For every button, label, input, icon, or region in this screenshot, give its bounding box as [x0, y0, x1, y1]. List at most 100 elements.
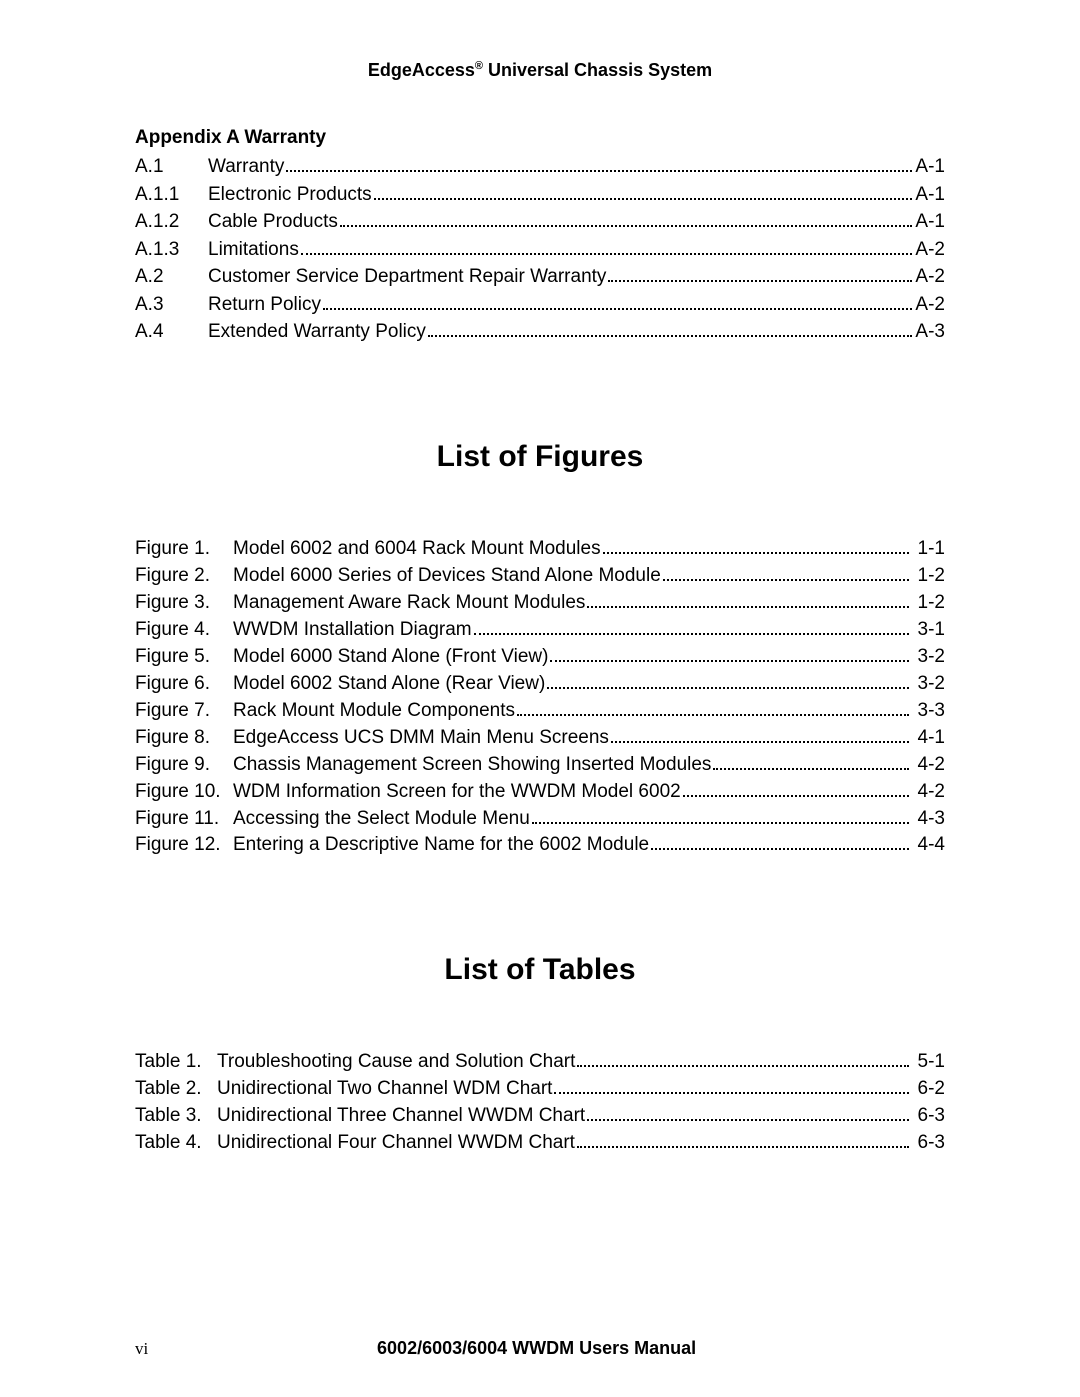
figure-num: Figure 6.	[135, 671, 233, 698]
appendix-text: Limitations	[208, 236, 299, 264]
appendix-page: A-1	[915, 181, 945, 209]
appendix-num: A.1	[135, 153, 208, 181]
figure-num: Figure 5.	[135, 644, 233, 671]
appendix-row: A.2Customer Service Department Repair Wa…	[135, 263, 945, 291]
figure-row: Figure 2.Model 6000 Series of Devices St…	[135, 563, 945, 590]
table-page: 6-2	[912, 1076, 945, 1103]
header-brand: EdgeAccess	[368, 60, 475, 80]
figure-row: Figure 4.WWDM Installation Diagram 3-1	[135, 617, 945, 644]
leader-dots	[428, 335, 913, 337]
document-page: EdgeAccess® Universal Chassis System App…	[0, 0, 1080, 1397]
footer-page-number: vi	[135, 1339, 148, 1359]
leader-dots	[532, 822, 909, 824]
figure-textwrap: Accessing the Select Module Menu	[233, 806, 912, 833]
figure-text: WDM Information Screen for the WWDM Mode…	[233, 779, 681, 806]
figure-page: 3-3	[912, 698, 945, 725]
figure-text: Entering a Descriptive Name for the 6002…	[233, 832, 649, 859]
figure-page: 1-1	[912, 536, 945, 563]
appendix-num: A.4	[135, 318, 208, 346]
figure-text: Model 6000 Series of Devices Stand Alone…	[233, 563, 661, 590]
leader-dots	[340, 225, 913, 227]
appendix-page: A-2	[915, 291, 945, 319]
figure-row: Figure 12.Entering a Descriptive Name fo…	[135, 832, 945, 859]
appendix-textwrap: Warranty	[208, 153, 915, 181]
figure-textwrap: Management Aware Rack Mount Modules	[233, 590, 912, 617]
leader-dots	[286, 170, 912, 172]
figures-heading: List of Figures	[135, 440, 945, 474]
figure-text: Management Aware Rack Mount Modules	[233, 590, 585, 617]
figure-page: 3-2	[912, 671, 945, 698]
figure-num: Figure 9.	[135, 752, 233, 779]
figure-num: Figure 7.	[135, 698, 233, 725]
appendix-row: A.4Extended Warranty PolicyA-3	[135, 318, 945, 346]
figure-textwrap: Model 6002 and 6004 Rack Mount Modules	[233, 536, 912, 563]
figure-text: EdgeAccess UCS DMM Main Menu Screens	[233, 725, 609, 752]
appendix-textwrap: Extended Warranty Policy	[208, 318, 915, 346]
figure-num: Figure 1.	[135, 536, 233, 563]
appendix-text: Customer Service Department Repair Warra…	[208, 263, 606, 291]
figure-row: Figure 1.Model 6002 and 6004 Rack Mount …	[135, 536, 945, 563]
appendix-textwrap: Limitations	[208, 236, 915, 264]
figure-textwrap: Entering a Descriptive Name for the 6002…	[233, 832, 912, 859]
leader-dots	[547, 687, 908, 689]
table-num: Table 4.	[135, 1130, 217, 1157]
figure-page: 1-2	[912, 563, 945, 590]
page-footer: vi 6002/6003/6004 WWDM Users Manual	[135, 1338, 945, 1359]
figure-page: 1-2	[912, 590, 945, 617]
leader-dots	[323, 308, 912, 310]
appendix-row: A.3Return PolicyA-2	[135, 291, 945, 319]
figure-row: Figure 9.Chassis Management Screen Showi…	[135, 752, 945, 779]
figure-page: 4-2	[912, 752, 945, 779]
appendix-num: A.1.3	[135, 236, 208, 264]
leader-dots	[554, 1092, 908, 1094]
appendix-page: A-1	[915, 208, 945, 236]
appendix-text: Electronic Products	[208, 181, 372, 209]
page-header: EdgeAccess® Universal Chassis System	[135, 60, 945, 81]
tables-toc: Table 1.Troubleshooting Cause and Soluti…	[135, 1049, 945, 1157]
figures-toc: Figure 1.Model 6002 and 6004 Rack Mount …	[135, 536, 945, 860]
appendix-row: A.1.3LimitationsA-2	[135, 236, 945, 264]
appendix-text: Cable Products	[208, 208, 338, 236]
table-num: Table 1.	[135, 1049, 217, 1076]
figure-num: Figure 11.	[135, 806, 233, 833]
figure-textwrap: EdgeAccess UCS DMM Main Menu Screens	[233, 725, 912, 752]
appendix-text: Return Policy	[208, 291, 321, 319]
leader-dots	[374, 198, 913, 200]
figure-textwrap: Rack Mount Module Components	[233, 698, 912, 725]
leader-dots	[651, 848, 908, 850]
leader-dots	[301, 253, 913, 255]
figure-num: Figure 4.	[135, 617, 233, 644]
leader-dots	[587, 1119, 908, 1121]
appendix-text: Extended Warranty Policy	[208, 318, 426, 346]
registered-mark: ®	[475, 60, 483, 72]
figure-num: Figure 3.	[135, 590, 233, 617]
figure-page: 4-3	[912, 806, 945, 833]
figure-textwrap: Chassis Management Screen Showing Insert…	[233, 752, 912, 779]
table-num: Table 3.	[135, 1103, 217, 1130]
leader-dots	[603, 552, 909, 554]
appendix-textwrap: Electronic Products	[208, 181, 915, 209]
figure-num: Figure 8.	[135, 725, 233, 752]
table-text: Troubleshooting Cause and Solution Chart	[217, 1049, 575, 1076]
figure-row: Figure 8.EdgeAccess UCS DMM Main Menu Sc…	[135, 725, 945, 752]
leader-dots	[577, 1146, 909, 1148]
table-text: Unidirectional Two Channel WDM Chart	[217, 1076, 552, 1103]
table-row: Table 4.Unidirectional Four Channel WWDM…	[135, 1130, 945, 1157]
table-textwrap: Troubleshooting Cause and Solution Chart	[217, 1049, 912, 1076]
appendix-textwrap: Cable Products	[208, 208, 915, 236]
header-product: Universal Chassis System	[483, 60, 712, 80]
leader-dots	[713, 768, 908, 770]
appendix-row: A.1.1Electronic Products A-1	[135, 181, 945, 209]
figure-page: 4-4	[912, 832, 945, 859]
table-num: Table 2.	[135, 1076, 217, 1103]
figure-page: 4-1	[912, 725, 945, 752]
table-text: Unidirectional Three Channel WWDM Chart	[217, 1103, 585, 1130]
figure-text: WWDM Installation Diagram	[233, 617, 472, 644]
table-page: 5-1	[912, 1049, 945, 1076]
figure-page: 4-2	[912, 779, 945, 806]
figure-text: Model 6002 Stand Alone (Rear View)	[233, 671, 545, 698]
appendix-num: A.1.1	[135, 181, 208, 209]
appendix-heading: Appendix A Warranty	[135, 127, 945, 149]
figure-textwrap: WDM Information Screen for the WWDM Mode…	[233, 779, 912, 806]
table-text: Unidirectional Four Channel WWDM Chart	[217, 1130, 575, 1157]
